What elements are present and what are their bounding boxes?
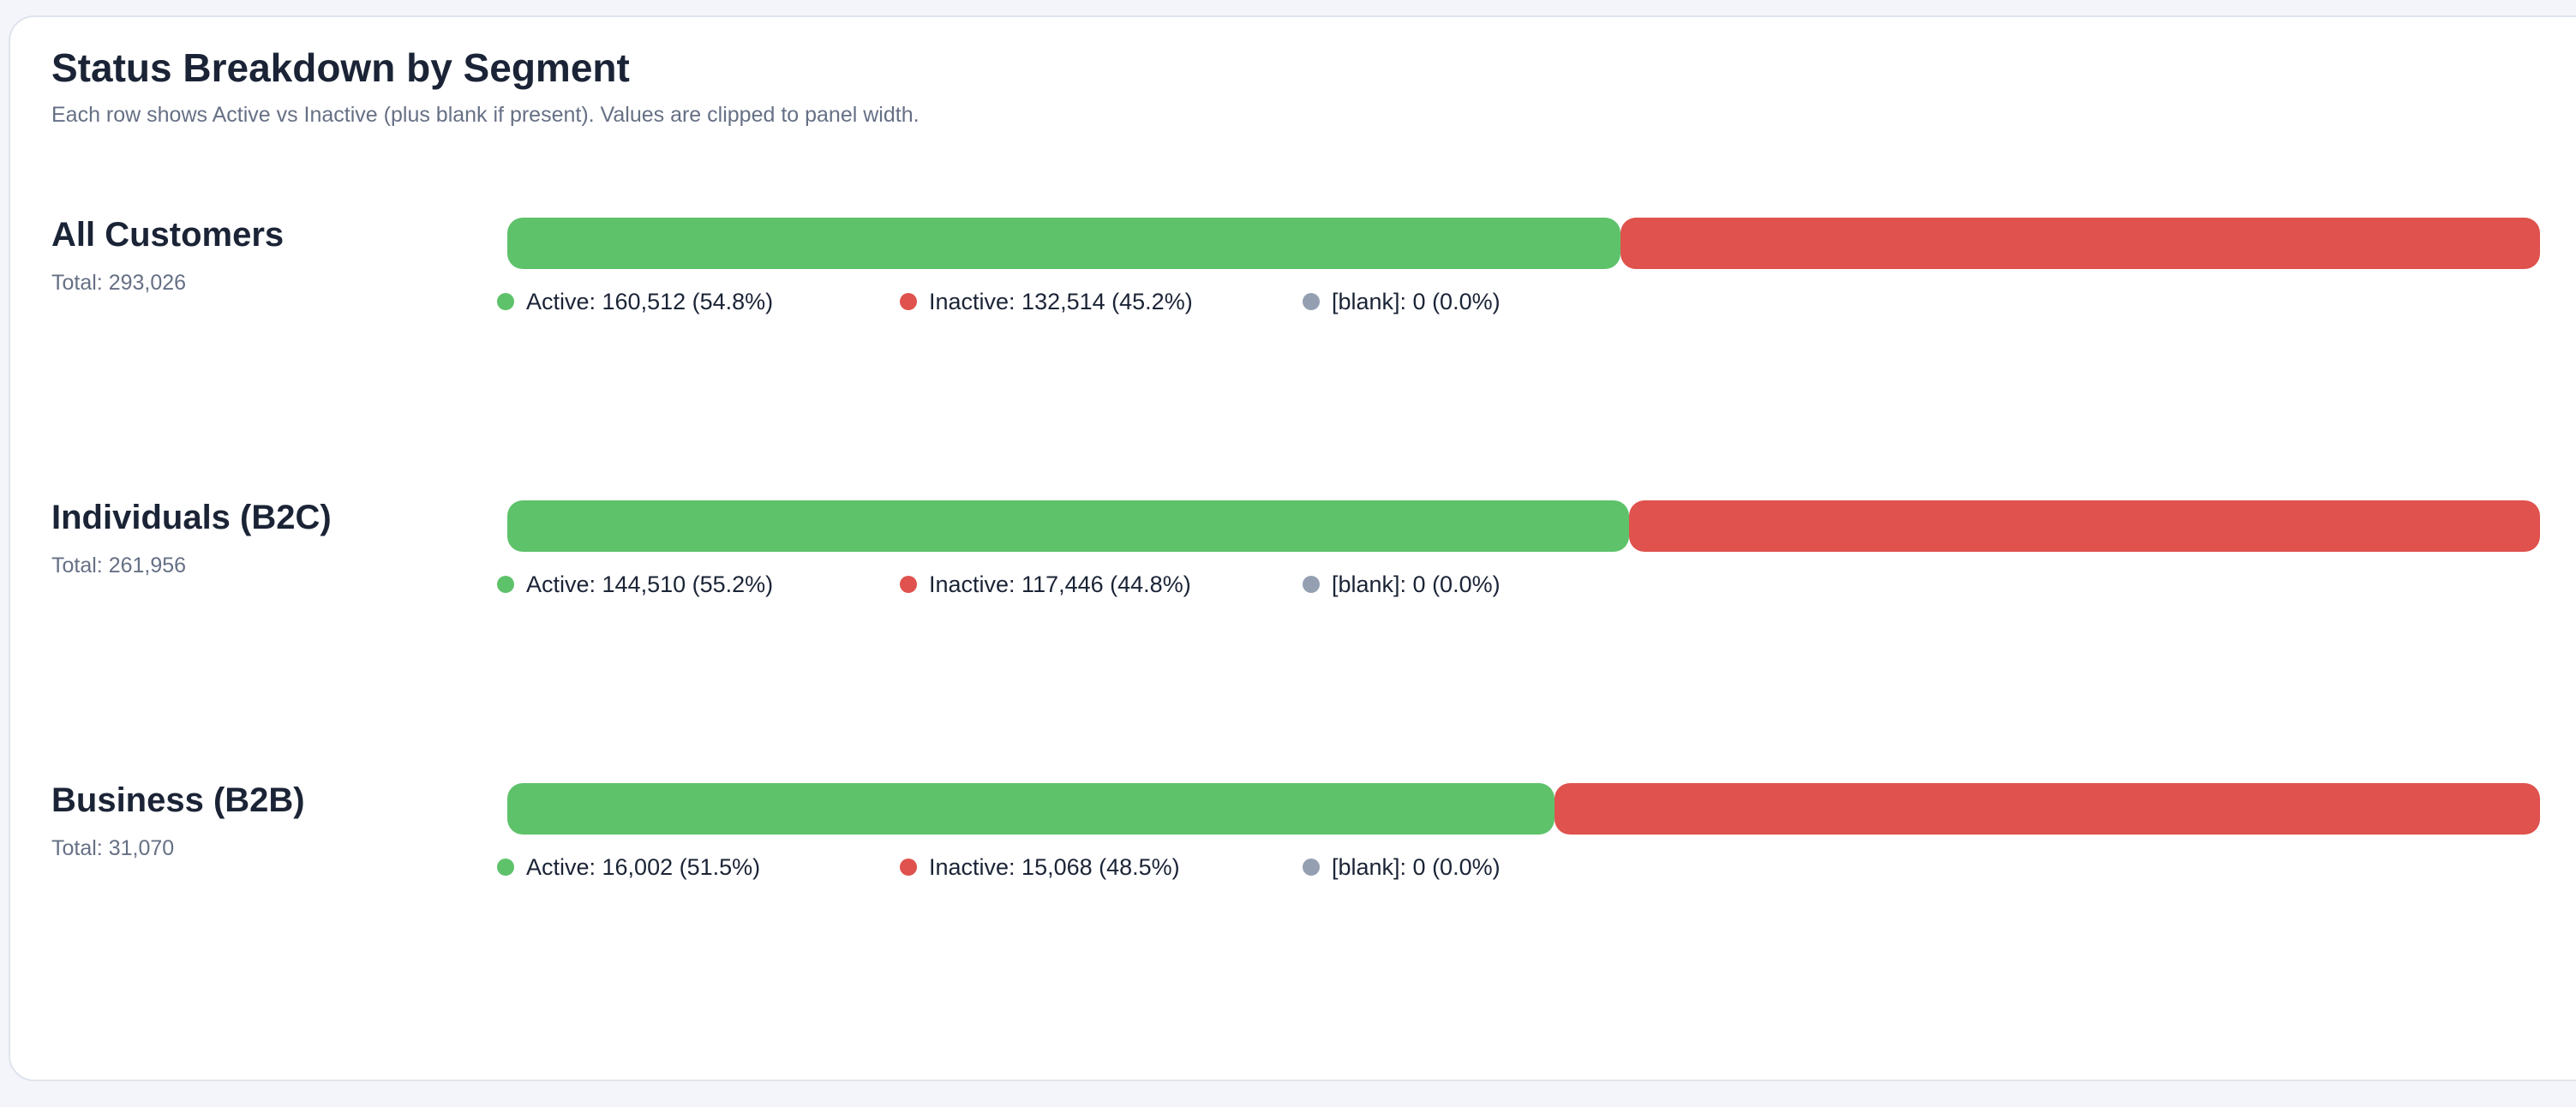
legend-label-active: Active: 144,510 (55.2%)	[526, 571, 774, 597]
legend-dot-blank	[1303, 576, 1320, 593]
segment-label: Business (B2B)	[51, 781, 305, 819]
bar-segment-active	[507, 500, 1629, 552]
legend-item-active: Active: 16,002 (51.5%)	[497, 853, 760, 881]
legend-label-blank: [blank]: 0 (0.0%)	[1332, 853, 1501, 880]
legend-item-inactive: Inactive: 132,514 (45.2%)	[900, 288, 1193, 315]
legend-dot-inactive	[900, 576, 917, 593]
stacked-bar	[507, 218, 2540, 269]
legend-item-blank: [blank]: 0 (0.0%)	[1303, 288, 1501, 315]
segment-row-business: Business (B2B) Total: 31,070 Active: 16,…	[10, 781, 2576, 953]
legend-item-active: Active: 144,510 (55.2%)	[497, 571, 773, 598]
legend-item-active: Active: 160,512 (54.8%)	[497, 288, 773, 315]
legend-item-inactive: Inactive: 15,068 (48.5%)	[900, 853, 1180, 881]
legend-dot-inactive	[900, 293, 917, 310]
bar-segment-inactive	[1628, 500, 2540, 552]
legend-label-active: Active: 16,002 (51.5%)	[526, 853, 761, 880]
segment-label: All Customers	[51, 216, 285, 254]
stacked-bar	[507, 500, 2540, 552]
panel-subtitle: Each row shows Active vs Inactive (plus …	[51, 103, 920, 127]
legend-label-active: Active: 160,512 (54.8%)	[526, 288, 774, 314]
legend-label-inactive: Inactive: 15,068 (48.5%)	[929, 853, 1180, 880]
bar-segment-active	[507, 783, 1555, 835]
segment-total: Total: 31,070	[51, 836, 175, 860]
legend-label-blank: [blank]: 0 (0.0%)	[1332, 571, 1501, 597]
segment-total: Total: 293,026	[51, 271, 187, 295]
legend-item-blank: [blank]: 0 (0.0%)	[1303, 853, 1501, 881]
panel-title: Status Breakdown by Segment	[51, 45, 630, 90]
legend-dot-blank	[1303, 293, 1320, 310]
legend-dot-inactive	[900, 859, 917, 876]
legend-item-blank: [blank]: 0 (0.0%)	[1303, 571, 1501, 598]
legend-dot-active	[497, 293, 514, 310]
bar-segment-inactive	[1620, 218, 2540, 269]
segment-row-all-customers: All Customers Total: 293,026 Active: 160…	[10, 216, 2576, 387]
segment-label: Individuals (B2C)	[51, 499, 332, 536]
legend-label-inactive: Inactive: 132,514 (45.2%)	[929, 288, 1193, 314]
legend-dot-blank	[1303, 859, 1320, 876]
bar-segment-active	[507, 218, 1621, 269]
bar-segment-inactive	[1554, 783, 2540, 835]
legend-item-inactive: Inactive: 117,446 (44.8%)	[900, 571, 1191, 598]
segment-total: Total: 261,956	[51, 554, 187, 577]
segment-row-individuals: Individuals (B2C) Total: 261,956 Active:…	[10, 499, 2576, 670]
legend-label-inactive: Inactive: 117,446 (44.8%)	[929, 571, 1191, 597]
legend-dot-active	[497, 859, 514, 876]
status-breakdown-panel: Status Breakdown by Segment Each row sho…	[9, 15, 2576, 1081]
legend-label-blank: [blank]: 0 (0.0%)	[1332, 288, 1501, 314]
legend-dot-active	[497, 576, 514, 593]
stacked-bar	[507, 783, 2540, 835]
